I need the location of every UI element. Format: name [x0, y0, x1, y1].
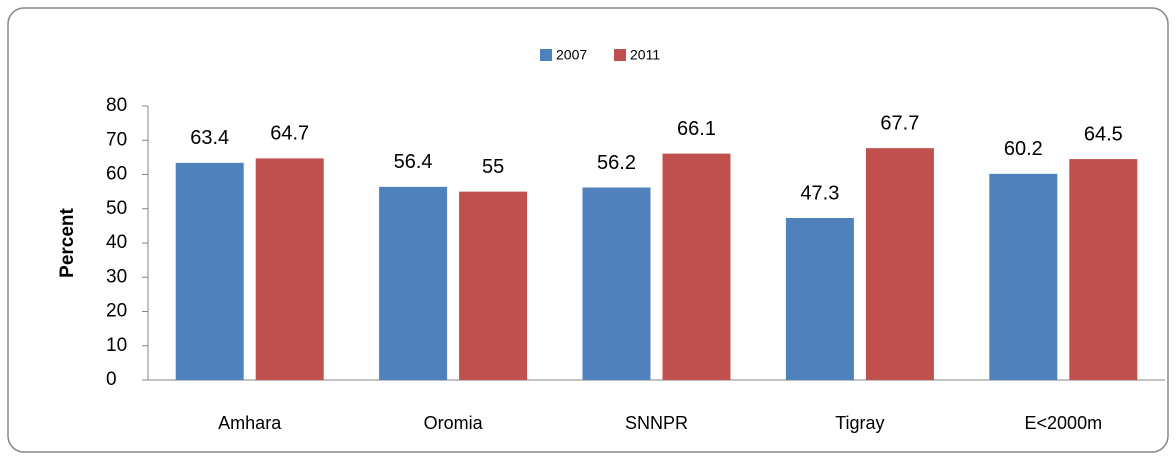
y-axis-label: Percent	[57, 207, 78, 277]
x-tick-label: Amhara	[218, 413, 282, 433]
x-tick-label: SNNPR	[625, 413, 688, 433]
x-tick-label: E<2000m	[1025, 413, 1103, 433]
bar	[582, 187, 651, 380]
value-label: 66.1	[677, 118, 716, 140]
bar	[989, 173, 1058, 380]
bar	[785, 217, 854, 380]
value-label: 64.7	[270, 123, 309, 145]
value-label: 55	[482, 156, 504, 178]
value-label: 56.4	[394, 151, 433, 173]
value-label: 47.3	[800, 182, 839, 204]
y-tick-label: 40	[106, 232, 127, 253]
legend-label: 2011	[630, 47, 660, 63]
y-tick-label: 20	[106, 301, 127, 322]
y-tick-label: 10	[106, 335, 127, 356]
value-label: 63.4	[190, 127, 229, 149]
bar	[1069, 159, 1138, 380]
legend-label: 2007	[556, 47, 587, 63]
y-tick-label: 30	[106, 266, 127, 287]
y-tick-label: 60	[106, 164, 127, 185]
y-tick-label: 0	[106, 369, 117, 390]
bar	[459, 191, 528, 380]
value-label: 60.2	[1004, 138, 1043, 160]
bar	[255, 158, 324, 380]
y-tick-label: 80	[106, 95, 127, 116]
value-label: 56.2	[597, 152, 636, 174]
legend-swatch	[540, 49, 552, 61]
x-tick-label: Oromia	[424, 413, 484, 433]
bar	[379, 186, 448, 380]
y-tick-label: 50	[106, 198, 127, 219]
bar	[865, 148, 934, 380]
x-tick-label: Tigray	[835, 413, 884, 433]
value-label: 64.5	[1084, 123, 1123, 145]
bar	[175, 162, 244, 380]
value-label: 67.7	[880, 112, 919, 134]
y-tick-label: 70	[106, 129, 127, 150]
legend-swatch	[614, 49, 626, 61]
bar	[662, 153, 731, 380]
